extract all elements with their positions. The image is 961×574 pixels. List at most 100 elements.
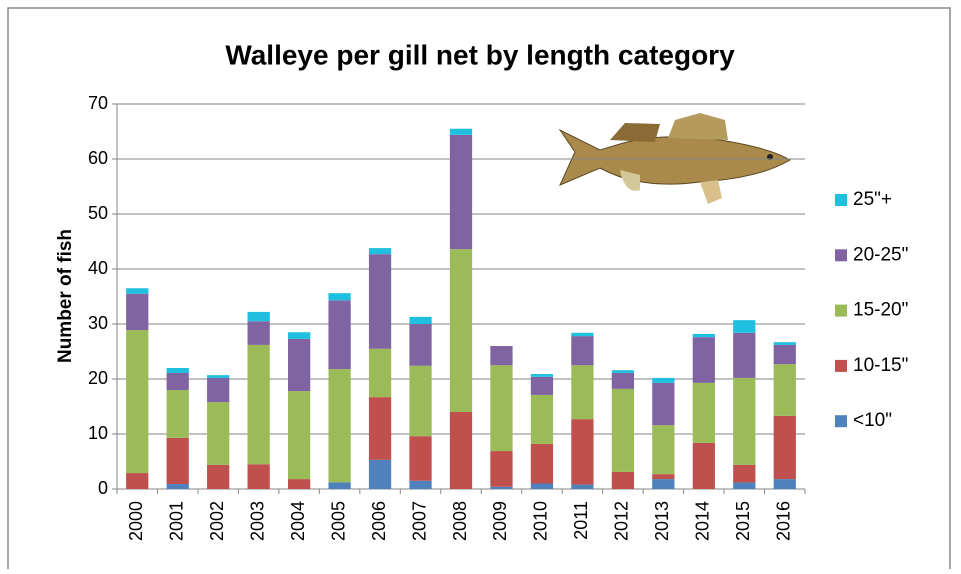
bar-segment <box>409 316 432 324</box>
bar-segment <box>571 365 594 420</box>
bar-segment <box>449 412 473 489</box>
bar-segment <box>409 480 432 489</box>
bar-segment <box>530 376 554 395</box>
bar-segment <box>530 443 554 484</box>
y-tick-label: 0 <box>98 478 108 498</box>
bar-segment <box>287 332 311 339</box>
x-tick-label: 2010 <box>531 501 551 541</box>
bar-segment <box>773 344 796 365</box>
bar-segment <box>530 374 554 377</box>
bar-segment <box>490 365 513 452</box>
bar-segment <box>126 473 149 489</box>
bar-segment <box>207 464 230 489</box>
bar-segment <box>611 388 635 472</box>
bar-segment <box>409 324 432 366</box>
bar-segment <box>368 348 392 398</box>
bar-segment <box>652 382 675 426</box>
legend-label: 20-25" <box>853 244 908 265</box>
x-tick-label: 2014 <box>693 501 713 541</box>
bar-segment <box>571 336 594 366</box>
bar-segment <box>611 372 635 389</box>
bar-segment <box>287 479 311 489</box>
bar-segment <box>287 391 311 480</box>
bar-segment <box>247 311 270 322</box>
y-tick-label: 60 <box>88 148 108 168</box>
x-tick-label: 2009 <box>490 501 510 541</box>
y-tick-label: 30 <box>88 313 108 333</box>
bar-segment <box>490 346 513 366</box>
bar-segment <box>611 471 635 489</box>
bar-segment <box>126 330 149 474</box>
bar-segment <box>733 320 756 333</box>
bar-segment <box>733 464 756 483</box>
legend-swatch <box>835 359 847 372</box>
bar-segment <box>368 248 392 255</box>
bar-segment <box>571 484 594 489</box>
bar-segment <box>166 368 189 373</box>
bar-segment <box>490 451 513 487</box>
x-tick-label: 2015 <box>733 501 753 541</box>
bar-segment <box>530 483 554 489</box>
bar-segment <box>207 402 230 465</box>
fish-illustration <box>558 113 791 204</box>
y-tick-label: 40 <box>88 258 108 278</box>
x-tick-label: 2012 <box>612 501 632 541</box>
x-tick-label: 2004 <box>288 501 308 541</box>
bar-segment <box>207 377 230 403</box>
bar-segment <box>166 372 189 390</box>
bar-segment <box>571 419 594 485</box>
legend-swatch <box>835 304 847 317</box>
bar-segment <box>247 321 270 345</box>
bar-segment <box>652 474 675 480</box>
x-tick-label: 2008 <box>450 501 470 541</box>
bar-segment <box>733 482 756 489</box>
bar-segment <box>611 370 635 373</box>
bar-segment <box>166 437 189 485</box>
y-tick-label: 70 <box>88 93 108 113</box>
bar-segment <box>328 300 351 370</box>
x-tick-label: 2000 <box>126 501 146 541</box>
bar-segment <box>126 288 149 294</box>
legend-label: 25"+ <box>853 189 892 210</box>
bar-segment <box>692 337 715 383</box>
bar-segment <box>368 459 392 489</box>
bar-segment <box>409 436 432 481</box>
bar-segment <box>368 397 392 460</box>
bar-segment <box>692 382 715 443</box>
bar-segment <box>652 479 675 489</box>
bar-segment <box>287 338 311 392</box>
bar-segment <box>773 479 796 489</box>
bar-segment <box>449 128 473 135</box>
x-tick-label: 2001 <box>166 501 186 541</box>
bar-segment <box>692 442 715 489</box>
bar-segment <box>247 344 270 465</box>
bar-segment <box>328 293 351 301</box>
legend-swatch <box>835 249 847 262</box>
y-axis-label: Number of fish <box>55 229 76 363</box>
x-tick-label: 2003 <box>247 501 267 541</box>
legend-label: 15-20" <box>853 300 908 321</box>
bar-segment <box>166 484 189 489</box>
x-tick-label: 2002 <box>207 501 227 541</box>
bar-segment <box>490 486 513 489</box>
x-tick-label: 2011 <box>571 501 591 540</box>
y-tick-label: 50 <box>88 203 108 223</box>
bar-segment <box>409 365 432 437</box>
legend-label: 10-15" <box>853 355 908 376</box>
bar-segment <box>207 375 230 378</box>
bar-segment <box>126 293 149 331</box>
bar-segment <box>733 377 756 465</box>
bar-segment <box>571 332 594 337</box>
bar-segment <box>247 464 270 489</box>
y-tick-label: 20 <box>88 368 108 388</box>
bar-segment <box>652 377 675 383</box>
bar-segment <box>328 482 351 489</box>
bar-segment <box>773 342 796 345</box>
x-tick-label: 2006 <box>369 501 389 541</box>
bar-segment <box>449 249 473 412</box>
bar-segment <box>652 425 675 475</box>
x-tick-label: 2013 <box>652 501 672 541</box>
x-tick-label: 2016 <box>774 501 794 541</box>
legend-swatch <box>835 194 847 206</box>
